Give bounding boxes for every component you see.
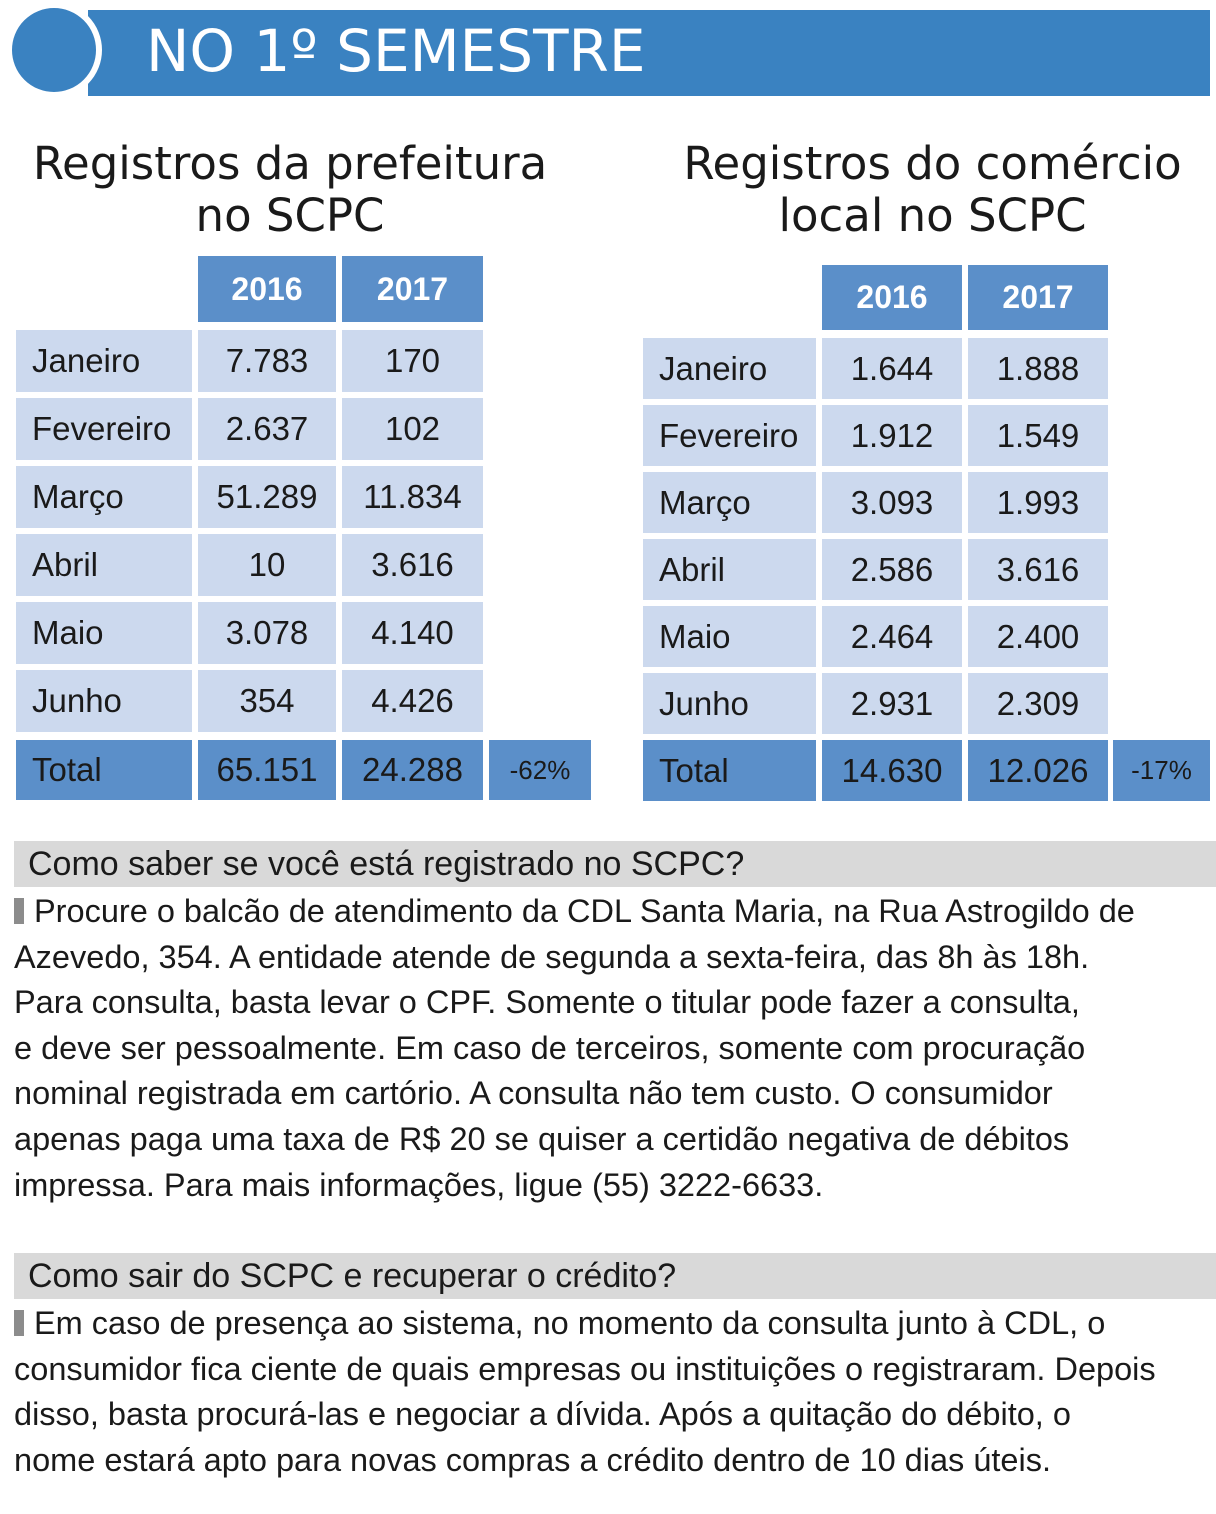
paragraph-line: disso, basta procurá-las e negociar a dí… [14, 1396, 1071, 1433]
prefeitura-row-label: Fevereiro [16, 398, 192, 460]
section-heading-how-to-exit: Como sair do SCPC e recuperar o crédito? [14, 1253, 1216, 1299]
prefeitura-cell-2016: 3.078 [198, 602, 336, 664]
comercio-total-2017: 12.026 [968, 740, 1108, 801]
comercio-cell-2016: 2.586 [822, 539, 962, 600]
comercio-table-title: Registros do comércio local no SCPC [660, 138, 1205, 242]
prefeitura-col-2016: 2016 [198, 256, 336, 322]
prefeitura-cell-2016: 10 [198, 534, 336, 596]
paragraph-line: Em caso de presença ao sistema, no momen… [14, 1301, 1210, 1347]
comercio-total-2016: 14.630 [822, 740, 962, 801]
comercio-col-2017: 2017 [968, 265, 1108, 330]
comercio-cell-2016: 2.464 [822, 606, 962, 667]
comercio-row-label: Janeiro [643, 338, 816, 399]
comercio-cell-2017: 1.888 [968, 338, 1108, 399]
prefeitura-row-label: Maio [16, 602, 192, 664]
comercio-cell-2017: 1.993 [968, 472, 1108, 533]
paragraph-line: Procure o balcão de atendimento da CDL S… [14, 889, 1210, 935]
paragraph-marker [14, 898, 24, 924]
page-title: NO 1º SEMESTRE [146, 17, 646, 85]
section-body-how-to-exit: Em caso de presença ao sistema, no momen… [14, 1301, 1210, 1483]
comercio-total-change: -17% [1113, 740, 1210, 801]
prefeitura-cell-2016: 7.783 [198, 330, 336, 392]
prefeitura-row-label: Janeiro [16, 330, 192, 392]
paragraph-marker [14, 1310, 24, 1336]
prefeitura-cell-2017: 4.426 [342, 670, 483, 732]
prefeitura-row-label: Abril [16, 534, 192, 596]
header-circle-ornament [6, 2, 102, 98]
paragraph-line: impressa. Para mais informações, ligue (… [14, 1166, 824, 1203]
paragraph-line-text: Procure o balcão de atendimento da CDL S… [34, 893, 1135, 929]
comercio-row-label: Maio [643, 606, 816, 667]
header-underline [88, 92, 1210, 96]
comercio-cell-2016: 2.931 [822, 673, 962, 734]
comercio-title-line-1: Registros do comércio [683, 137, 1182, 190]
section-body-how-to-check: Procure o balcão de atendimento da CDL S… [14, 889, 1210, 1208]
comercio-cell-2016: 3.093 [822, 472, 962, 533]
prefeitura-cell-2016: 2.637 [198, 398, 336, 460]
comercio-row-label: Fevereiro [643, 405, 816, 466]
paragraph-line: Azevedo, 354. A entidade atende de segun… [14, 938, 1090, 975]
paragraph-line: apenas paga uma taxa de R$ 20 se quiser … [14, 1120, 1070, 1157]
prefeitura-cell-2017: 170 [342, 330, 483, 392]
comercio-cell-2017: 2.400 [968, 606, 1108, 667]
prefeitura-total-label: Total [16, 740, 192, 800]
prefeitura-cell-2017: 11.834 [342, 466, 483, 528]
paragraph-line: nominal registrada em cartório. A consul… [14, 1075, 1053, 1112]
prefeitura-cell-2016: 51.289 [198, 466, 336, 528]
section-heading-how-to-check: Como saber se você está registrado no SC… [14, 841, 1216, 887]
prefeitura-row-label: Março [16, 466, 192, 528]
prefeitura-cell-2017: 4.140 [342, 602, 483, 664]
header-banner [88, 10, 1210, 92]
comercio-row-label: Junho [643, 673, 816, 734]
prefeitura-total-change: -62% [489, 740, 591, 800]
comercio-cell-2016: 1.912 [822, 405, 962, 466]
prefeitura-total-2017: 24.288 [342, 740, 483, 800]
prefeitura-cell-2017: 102 [342, 398, 483, 460]
comercio-row-label: Abril [643, 539, 816, 600]
prefeitura-col-2017: 2017 [342, 256, 483, 322]
prefeitura-cell-2017: 3.616 [342, 534, 483, 596]
comercio-title-line-2: local no SCPC [778, 189, 1087, 242]
comercio-cell-2017: 3.616 [968, 539, 1108, 600]
paragraph-line-text: Em caso de presença ao sistema, no momen… [34, 1305, 1106, 1341]
prefeitura-row-label: Junho [16, 670, 192, 732]
prefeitura-title-line-2: no SCPC [195, 189, 385, 242]
comercio-total-label: Total [643, 740, 816, 801]
comercio-col-2016: 2016 [822, 265, 962, 330]
paragraph-line: nome estará apto para novas compras a cr… [14, 1441, 1052, 1478]
paragraph-line: consumidor fica ciente de quais empresas… [14, 1350, 1156, 1387]
prefeitura-cell-2016: 354 [198, 670, 336, 732]
comercio-row-label: Março [643, 472, 816, 533]
paragraph-line: e deve ser pessoalmente. Em caso de terc… [14, 1029, 1086, 1066]
prefeitura-table-title: Registros da prefeitura no SCPC [20, 138, 560, 242]
comercio-cell-2016: 1.644 [822, 338, 962, 399]
prefeitura-title-line-1: Registros da prefeitura [32, 137, 548, 190]
prefeitura-total-2016: 65.151 [198, 740, 336, 800]
comercio-cell-2017: 2.309 [968, 673, 1108, 734]
comercio-cell-2017: 1.549 [968, 405, 1108, 466]
paragraph-line: Para consulta, basta levar o CPF. Soment… [14, 984, 1080, 1021]
